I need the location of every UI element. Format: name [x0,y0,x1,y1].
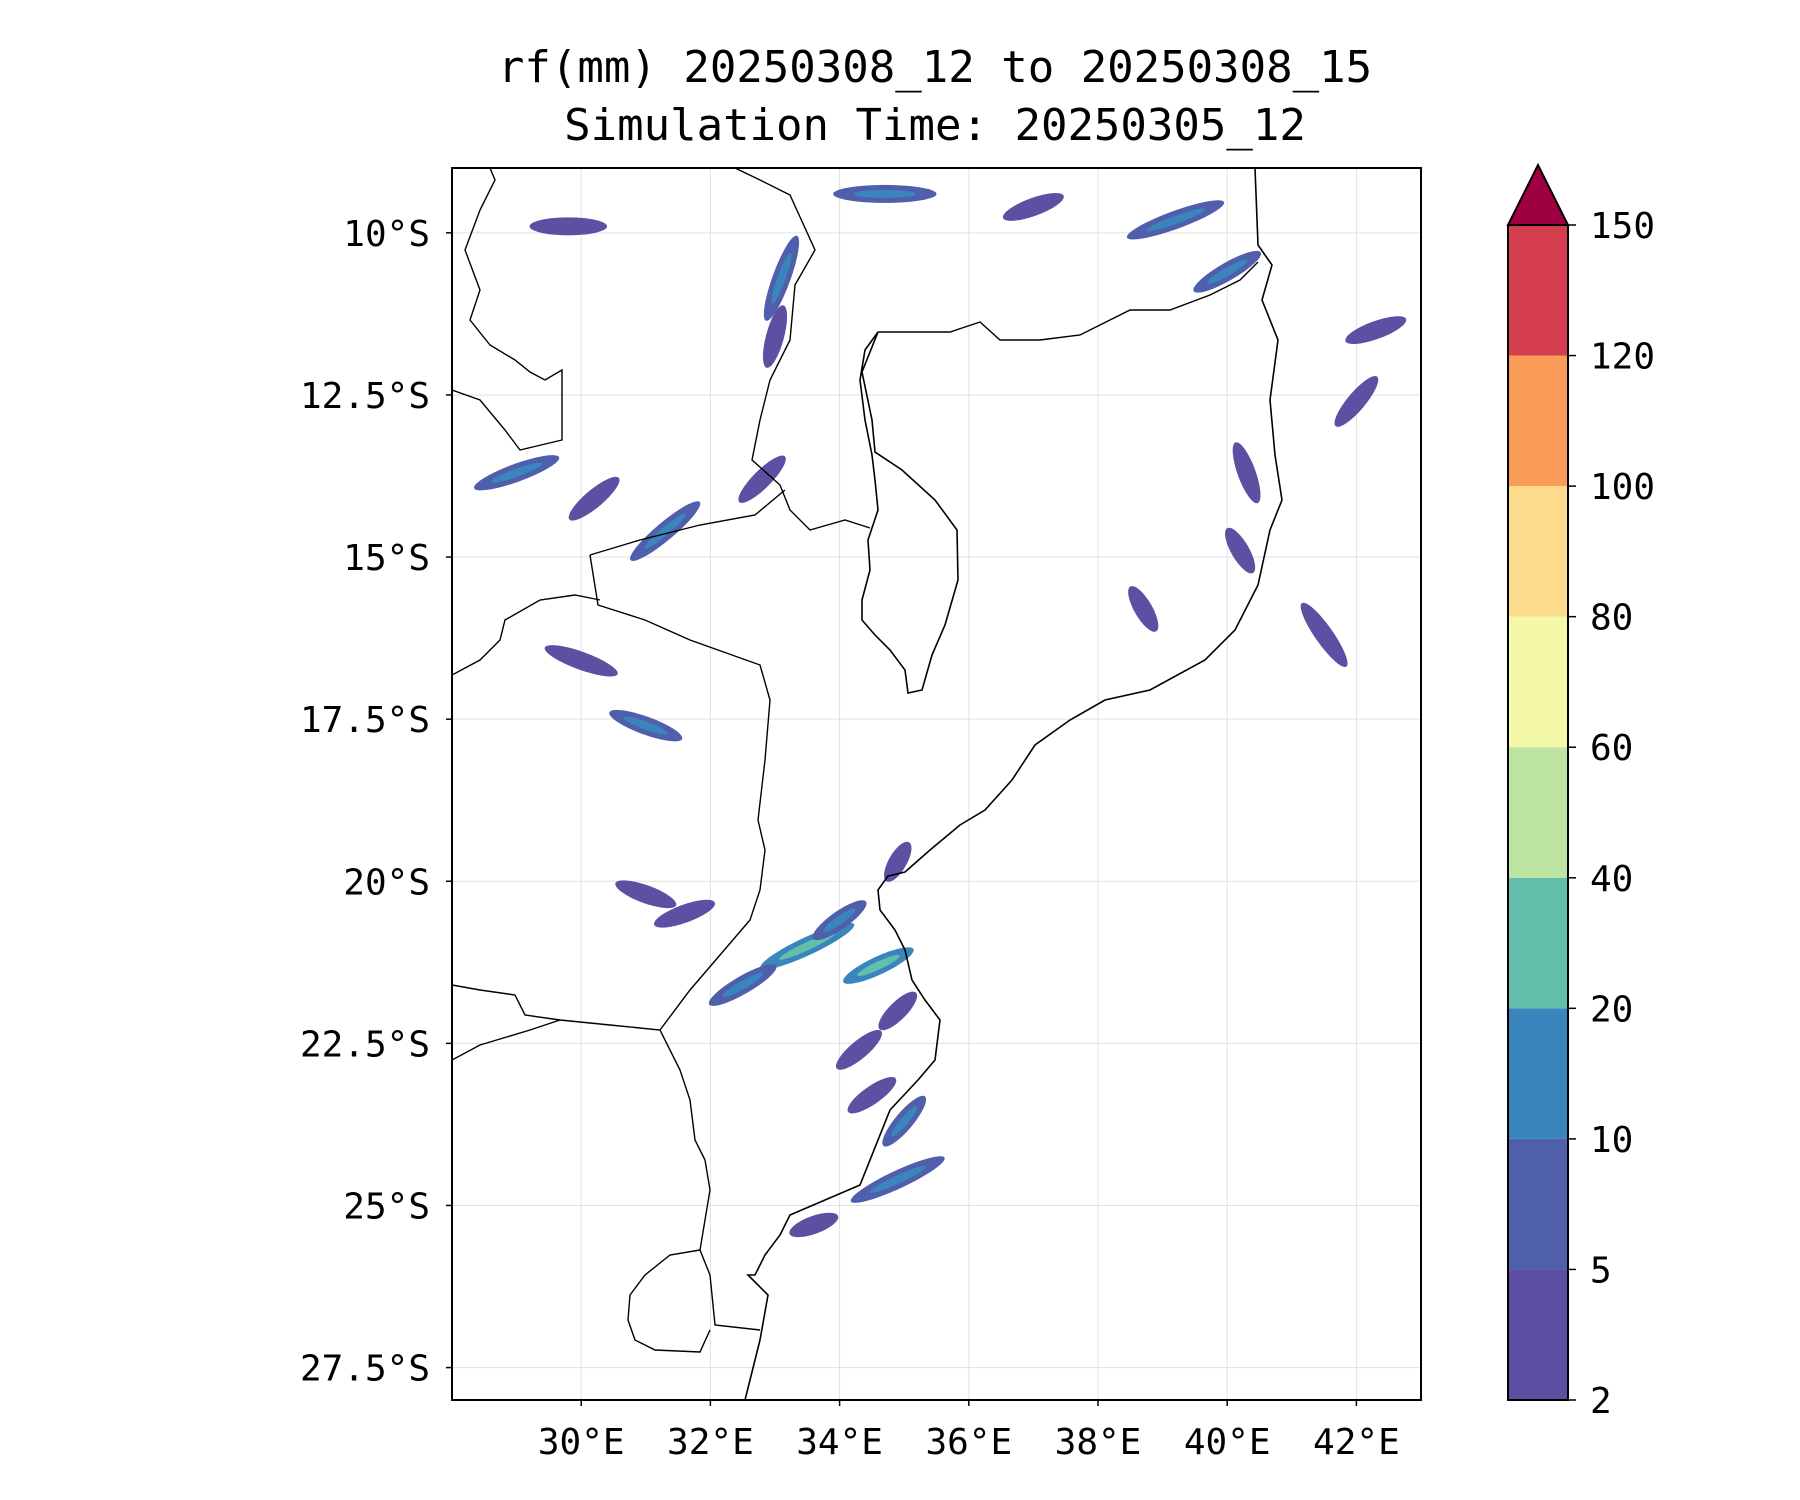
coastlines-borders [452,168,1283,1400]
rain-core [857,955,900,977]
y-axis-ticks: 10°S 12.5°S 15°S 17.5°S 20°S 22.5°S 25°S 27.5°S [300,214,452,1390]
colorbar-label: 2 [1590,1381,1612,1422]
rain-core [891,1106,918,1137]
rain-core [623,716,668,735]
x-tick-label: 42°E [1313,1422,1400,1463]
eswatini [627,1249,711,1353]
x-tick-label: 38°E [1055,1422,1142,1463]
y-tick-label: 17.5°S [300,700,430,741]
border-zambia-congo [452,168,563,451]
rain-band [615,880,677,909]
gridlines [452,168,1421,1400]
y-tick-label: 25°S [343,1186,430,1227]
colorbar-label: 150 [1590,206,1655,247]
colorbar-label: 100 [1590,467,1655,508]
x-axis-ticks: 30°E 32°E 34°E 36°E 38°E 40°E 42°E [538,1400,1400,1463]
colorbar-label: 60 [1590,728,1633,769]
map-frame [451,167,1422,1401]
rain-band [884,841,912,882]
colorbar-segment [1508,225,1568,356]
colorbar-segment [1508,1138,1568,1270]
colorbar-segment [1508,616,1568,748]
colorbar-label: 10 [1590,1120,1633,1161]
y-tick-label: 15°S [343,538,430,579]
chart-title: rf(mm) 20250308_12 to 20250308_15 [497,42,1373,93]
rain-core [853,189,916,198]
x-tick-label: 32°E [667,1422,754,1463]
rain-band [789,1212,839,1238]
y-tick-label: 10°S [343,214,430,255]
coastline [744,168,1283,1400]
rain-band [738,455,786,503]
rain-band [1128,586,1159,632]
colorbar-segment [1508,1008,1568,1139]
rain-band [878,991,918,1031]
y-tick-label: 20°S [343,862,430,903]
rain-core [1206,259,1248,284]
border-botswana [452,1019,561,1061]
colorbar-extend-arrow [1506,162,1570,226]
rain-band [529,217,608,236]
rain-band [847,1077,897,1114]
rain-core [869,1165,926,1194]
rain-core [771,252,792,304]
lake-malawi [859,331,959,694]
rain-band [1232,442,1261,504]
colorbar-segment [1508,1269,1568,1400]
colorbar-segment [1508,747,1568,878]
rainfall-field [473,184,1407,1238]
colorbar-label: 80 [1590,598,1633,639]
x-tick-label: 40°E [1184,1422,1271,1463]
rain-core [1146,208,1205,232]
colorbar-segment [1508,877,1568,1009]
rain-band [762,305,788,368]
rain-band [1300,602,1348,668]
colorbar-segment [1508,355,1568,487]
y-tick-label: 12.5°S [300,376,430,417]
colorbar-frame [1507,224,1569,1401]
colorbar-label: 5 [1590,1250,1612,1291]
rain-core [644,513,687,549]
rain-band [544,645,618,677]
border-zambia-angola [452,594,601,676]
rain-core [823,908,856,932]
y-tick-label: 27.5°S [300,1349,430,1390]
rain-band [1345,316,1407,345]
rain-band [1002,192,1064,221]
colorbar-segment [1508,486,1568,617]
colorbar-label: 40 [1590,859,1633,900]
chart-subtitle: Simulation Time: 20250305_12 [564,100,1306,151]
border-south-africa [452,984,761,1331]
x-tick-label: 36°E [925,1422,1012,1463]
colorbar-label: 20 [1590,989,1633,1030]
colorbar-label: 120 [1590,337,1655,378]
border-tanzania-mozambique [878,261,1259,341]
rain-core [722,972,763,998]
rain-band [1225,527,1256,574]
rain-band [654,899,716,928]
border-zambia-mozambique [589,489,786,556]
x-tick-label: 30°E [538,1422,625,1463]
border-zimbabwe [589,554,771,1031]
rain-band [835,1029,882,1070]
colorbar: 2 5 10 20 40 60 80 100 120 150 [1506,162,1655,1422]
border-malawi-zambia [734,168,871,531]
x-tick-label: 34°E [796,1422,883,1463]
y-tick-label: 22.5°S [300,1024,430,1065]
rain-core [491,462,543,483]
rain-band [1334,376,1379,427]
rain-band [568,476,620,521]
